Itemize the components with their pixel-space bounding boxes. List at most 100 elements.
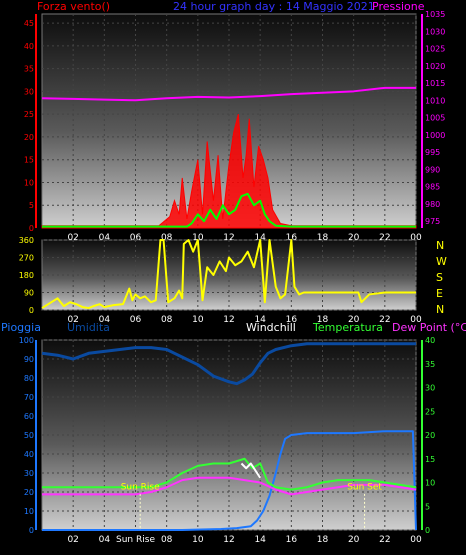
wind-axis-label: Forza vento()	[37, 0, 110, 13]
left-tick-label: 0	[29, 306, 34, 315]
right-tick-label: 995	[425, 148, 440, 157]
right-tick-label: 5	[425, 502, 430, 511]
x-tick-label: Sun Rise	[116, 535, 155, 545]
x-tick-label: 18	[317, 233, 329, 243]
x-tick-label: 18	[317, 535, 329, 545]
graph-title: 24 hour graph day : 14 Maggio 2021	[173, 0, 375, 13]
x-tick-label: 00	[410, 233, 422, 243]
windchill-label: Windchill	[246, 321, 296, 334]
dew-point-line	[42, 476, 417, 496]
left-tick-label: 180	[19, 271, 34, 280]
right-tick-label: 990	[425, 165, 440, 174]
humidity-axis-label: Umidita	[67, 321, 110, 334]
direction-label-n: N	[436, 239, 444, 252]
left-tick-label: 270	[19, 254, 34, 263]
x-tick-label: 08	[161, 315, 173, 325]
right-tick-label: 980	[425, 200, 440, 209]
x-tick-label: 16	[286, 233, 298, 243]
x-tick-label: 10	[192, 233, 204, 243]
left-tick-label: 30	[24, 87, 34, 96]
left-tick-label: 10	[24, 178, 34, 187]
right-tick-label: 1015	[425, 79, 445, 88]
left-tick-label: 100	[19, 336, 34, 345]
left-tick-label: 60	[24, 412, 34, 421]
left-tick-label: 0	[29, 526, 34, 535]
x-tick-label: 20	[348, 535, 360, 545]
pressure-axis-label: Pressione	[372, 0, 425, 13]
left-tick-label: 90	[24, 355, 34, 364]
pressure-line	[41, 86, 416, 102]
x-tick-label: 10	[192, 315, 204, 325]
x-tick-label: 16	[286, 315, 298, 325]
right-tick-label: 1030	[425, 27, 445, 36]
left-tick-label: 20	[24, 488, 34, 497]
x-tick-label: 06	[130, 315, 142, 325]
left-tick-label: 40	[24, 42, 34, 51]
x-tick-label: 22	[379, 535, 390, 545]
x-tick-label: 10	[192, 535, 204, 545]
direction-label-s: S	[436, 271, 443, 284]
left-tick-label: 5	[29, 201, 34, 210]
left-tick-label: 15	[24, 156, 34, 165]
right-tick-label: 15	[425, 455, 435, 464]
left-tick-label: 80	[24, 374, 34, 383]
x-tick-label: 14	[254, 535, 266, 545]
x-tick-label: 22	[379, 233, 390, 243]
left-tick-label: 0	[29, 224, 34, 233]
right-tick-label: 35	[425, 360, 435, 369]
right-tick-label: 1020	[425, 62, 445, 71]
wind-direction-line	[41, 239, 416, 310]
left-tick-label: 360	[19, 236, 34, 245]
right-tick-label: 1000	[425, 131, 445, 140]
x-tick-label: 16	[286, 535, 298, 545]
x-tick-label: 14	[254, 315, 266, 325]
right-tick-label: 0	[425, 526, 430, 535]
right-tick-label: 40	[425, 336, 435, 345]
x-tick-label: 22	[379, 315, 390, 325]
right-tick-label: 20	[425, 431, 435, 440]
direction-label-n2: N	[436, 303, 444, 316]
left-tick-label: 90	[24, 289, 34, 298]
x-tick-label: 08	[161, 535, 173, 545]
x-tick-label: 00	[410, 535, 422, 545]
left-tick-label: 70	[24, 393, 34, 402]
x-tick-label: 02	[67, 535, 78, 545]
direction-label-e: E	[436, 287, 443, 300]
x-tick-label: 12	[223, 535, 234, 545]
temperature-line	[42, 457, 417, 491]
left-tick-label: 50	[24, 431, 34, 440]
dew-point-label: Dew Point (°C)	[392, 321, 466, 334]
x-tick-label: 20	[348, 315, 360, 325]
right-tick-label: 25	[425, 407, 435, 416]
x-tick-label: 18	[317, 315, 329, 325]
x-tick-label: 04	[99, 535, 111, 545]
right-tick-label: 1035	[425, 10, 445, 19]
x-tick-label: 02	[67, 315, 78, 325]
left-tick-label: 35	[24, 65, 34, 74]
x-tick-label: 12	[223, 233, 234, 243]
x-tick-label: 04	[99, 315, 111, 325]
x-tick-label: 12	[223, 315, 234, 325]
left-tick-label: 40	[24, 450, 34, 459]
x-tick-label: 20	[348, 233, 360, 243]
humidity-line	[41, 342, 416, 386]
sunset-label: Sun Set	[347, 482, 382, 492]
left-tick-label: 10	[24, 507, 34, 516]
right-tick-label: 30	[425, 384, 435, 393]
left-tick-label: 25	[24, 110, 34, 119]
right-tick-label: 1005	[425, 114, 445, 123]
direction-label-w: W	[436, 255, 447, 268]
x-tick-label: 04	[99, 233, 111, 243]
x-tick-label: 02	[67, 233, 78, 243]
rain-line	[42, 430, 417, 531]
left-tick-label: 30	[24, 469, 34, 478]
right-tick-label: 975	[425, 217, 440, 226]
x-tick-label: 06	[130, 233, 142, 243]
sunrise-label: Sun Rise	[121, 482, 160, 492]
x-tick-label: 08	[161, 233, 173, 243]
windchill-line	[240, 462, 262, 479]
wind-speed-area	[41, 114, 417, 229]
right-tick-label: 10	[425, 479, 435, 488]
